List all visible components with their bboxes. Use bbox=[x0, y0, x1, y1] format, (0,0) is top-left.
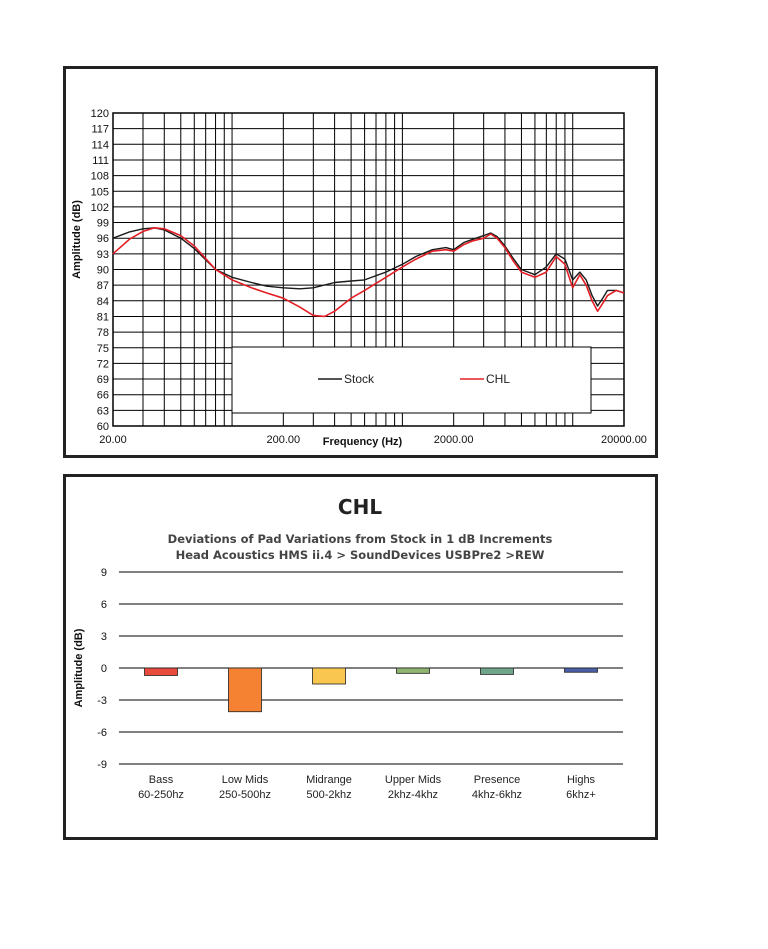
category-range-label: 250-500hz bbox=[219, 789, 271, 801]
bar-presence bbox=[480, 667, 514, 675]
chart-title: CHL bbox=[338, 495, 382, 519]
y-tick-label: -3 bbox=[97, 695, 107, 707]
y-tick-label: 69 bbox=[97, 374, 109, 386]
y-tick-label: 90 bbox=[97, 265, 109, 277]
frequency-response-panel: 60 63 66 69 72 75 78 81 84 87 90 93 96 99 102 105 108 111… bbox=[63, 66, 658, 458]
x-tick-label: 20000.00 bbox=[601, 434, 647, 446]
bar-midrange bbox=[312, 667, 346, 685]
y-tick-label: -6 bbox=[97, 727, 107, 739]
category-range-label: 60-250hz bbox=[138, 789, 184, 801]
bar-upper-mids bbox=[396, 667, 430, 674]
category-label: Midrange bbox=[306, 774, 352, 786]
y-tick-label: 102 bbox=[91, 202, 109, 214]
y-tick-label: 78 bbox=[97, 327, 109, 339]
series-line-chl bbox=[112, 227, 625, 318]
bar-low-mids bbox=[228, 667, 262, 713]
category-range-label: 6khz+ bbox=[566, 789, 596, 801]
y-tick-label: 6 bbox=[101, 599, 107, 611]
y-tick-label: 81 bbox=[97, 311, 109, 323]
legend-label: Stock bbox=[344, 372, 375, 386]
x-tick-label: 2000.00 bbox=[434, 434, 474, 446]
x-tick-label: 200.00 bbox=[267, 434, 301, 446]
legend-box bbox=[231, 346, 592, 414]
category-range-label: 500-2khz bbox=[306, 789, 351, 801]
y-tick-label: 99 bbox=[97, 218, 109, 230]
y-axis-title: Amplitude (dB) bbox=[73, 628, 85, 707]
y-tick-label: 66 bbox=[97, 390, 109, 402]
category-label: Bass bbox=[149, 774, 174, 786]
y-tick-label: 120 bbox=[91, 108, 109, 120]
category-range-label: 4khz-6khz bbox=[472, 789, 522, 801]
y-tick-label: 111 bbox=[92, 155, 109, 167]
plot-area-border bbox=[112, 112, 625, 427]
category-label: Highs bbox=[567, 774, 596, 786]
y-tick-label: 60 bbox=[97, 421, 109, 433]
y-tick-label: 84 bbox=[97, 296, 109, 308]
y-tick-label: 0 bbox=[101, 663, 107, 675]
legend-label: CHL bbox=[486, 372, 510, 386]
pad-deviation-panel: CHL Deviations of Pad Variations from Sto… bbox=[63, 474, 658, 840]
y-tick-label: 105 bbox=[91, 186, 109, 198]
bar-bass bbox=[144, 667, 178, 676]
pad-deviation-chart: CHL Deviations of Pad Variations from Sto… bbox=[73, 495, 623, 801]
y-tick-label: 9 bbox=[101, 567, 107, 579]
y-axis-title: Amplitude (dB) bbox=[71, 200, 83, 279]
y-tick-label: 87 bbox=[97, 280, 109, 292]
y-tick-label: -9 bbox=[97, 759, 107, 771]
y-tick-label: 75 bbox=[97, 343, 109, 355]
y-tick-label: 96 bbox=[97, 233, 109, 245]
legend: Stock CHL bbox=[231, 346, 592, 414]
x-axis-title: Frequency (Hz) bbox=[323, 436, 403, 448]
y-tick-label: 63 bbox=[97, 405, 109, 417]
series-line-stock bbox=[112, 227, 625, 307]
y-tick-label: 114 bbox=[91, 139, 109, 151]
category-label: Low Mids bbox=[222, 774, 269, 786]
frequency-response-chart: 60 63 66 69 72 75 78 81 84 87 90 93 96 99 102 105 108 111… bbox=[71, 108, 647, 448]
x-tick-label: 20.00 bbox=[99, 434, 127, 446]
y-tick-label: 72 bbox=[97, 358, 109, 370]
y-tick-label: 3 bbox=[101, 631, 107, 643]
y-tick-label: 93 bbox=[97, 249, 109, 261]
y-tick-label: 108 bbox=[91, 171, 109, 183]
category-range-label: 2khz-4khz bbox=[388, 789, 438, 801]
y-tick-label: 117 bbox=[91, 124, 109, 136]
chart-subtitle: Head Acoustics HMS ii.4 > SoundDevices U… bbox=[176, 548, 545, 562]
chart-subtitle: Deviations of Pad Variations from Stock … bbox=[168, 532, 553, 546]
category-label: Presence bbox=[474, 774, 520, 786]
category-label: Upper Mids bbox=[385, 774, 442, 786]
bar-highs bbox=[564, 667, 598, 673]
